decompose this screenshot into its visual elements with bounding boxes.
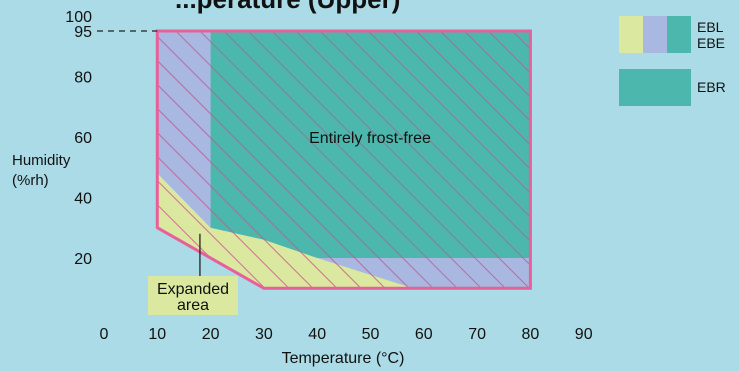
y-tick-label: 20 — [74, 251, 92, 268]
x-axis-label: Temperature (°C) — [282, 350, 405, 367]
x-tick-label: 20 — [202, 326, 220, 343]
y-tick-label: 100 — [65, 9, 92, 26]
expanded-area-label-line1: Expanded — [157, 281, 229, 298]
y-tick-label: 60 — [74, 130, 92, 147]
legend-entry-ebl-ebe: EBL EBE — [619, 16, 725, 53]
x-tick-label: 30 — [255, 326, 273, 343]
x-tick-label: 60 — [415, 326, 433, 343]
y-axis-label-line2: (%rh) — [12, 172, 49, 189]
legend-swatch-teal — [667, 16, 691, 53]
legend-label-ebl: EBL — [697, 19, 724, 35]
y-tick-label: 95 — [74, 24, 92, 41]
center-annotation: Entirely frost-free — [309, 130, 431, 147]
y-axis-label-line1: Humidity — [12, 152, 71, 169]
legend-label-ebe: EBE — [697, 35, 725, 51]
x-tick-label: 80 — [522, 326, 540, 343]
y-tick-label: 80 — [74, 69, 92, 86]
chart-title: ...perature (Upper) — [175, 0, 400, 14]
x-tick-label: 70 — [468, 326, 486, 343]
hatch-overlay — [157, 31, 531, 289]
expanded-area-label-line2: area — [177, 297, 209, 314]
legend-swatch-ebr — [619, 69, 691, 106]
y-tick-label: 40 — [74, 190, 92, 207]
legend-label-ebr: EBR — [697, 79, 726, 95]
legend-swatch-lavender — [643, 16, 667, 53]
operating-boundary — [155, 29, 532, 290]
x-tick-label: 90 — [575, 326, 593, 343]
x-tick-label: 40 — [308, 326, 326, 343]
x-tick-label: 0 — [100, 326, 109, 343]
x-tick-label: 50 — [362, 326, 380, 343]
x-tick-label: 10 — [148, 326, 166, 343]
legend: EBL EBE EBR — [619, 16, 726, 106]
legend-swatch-yellow — [619, 16, 643, 53]
legend-entry-ebr: EBR — [619, 69, 726, 106]
expanded-area-label-box — [148, 276, 238, 315]
